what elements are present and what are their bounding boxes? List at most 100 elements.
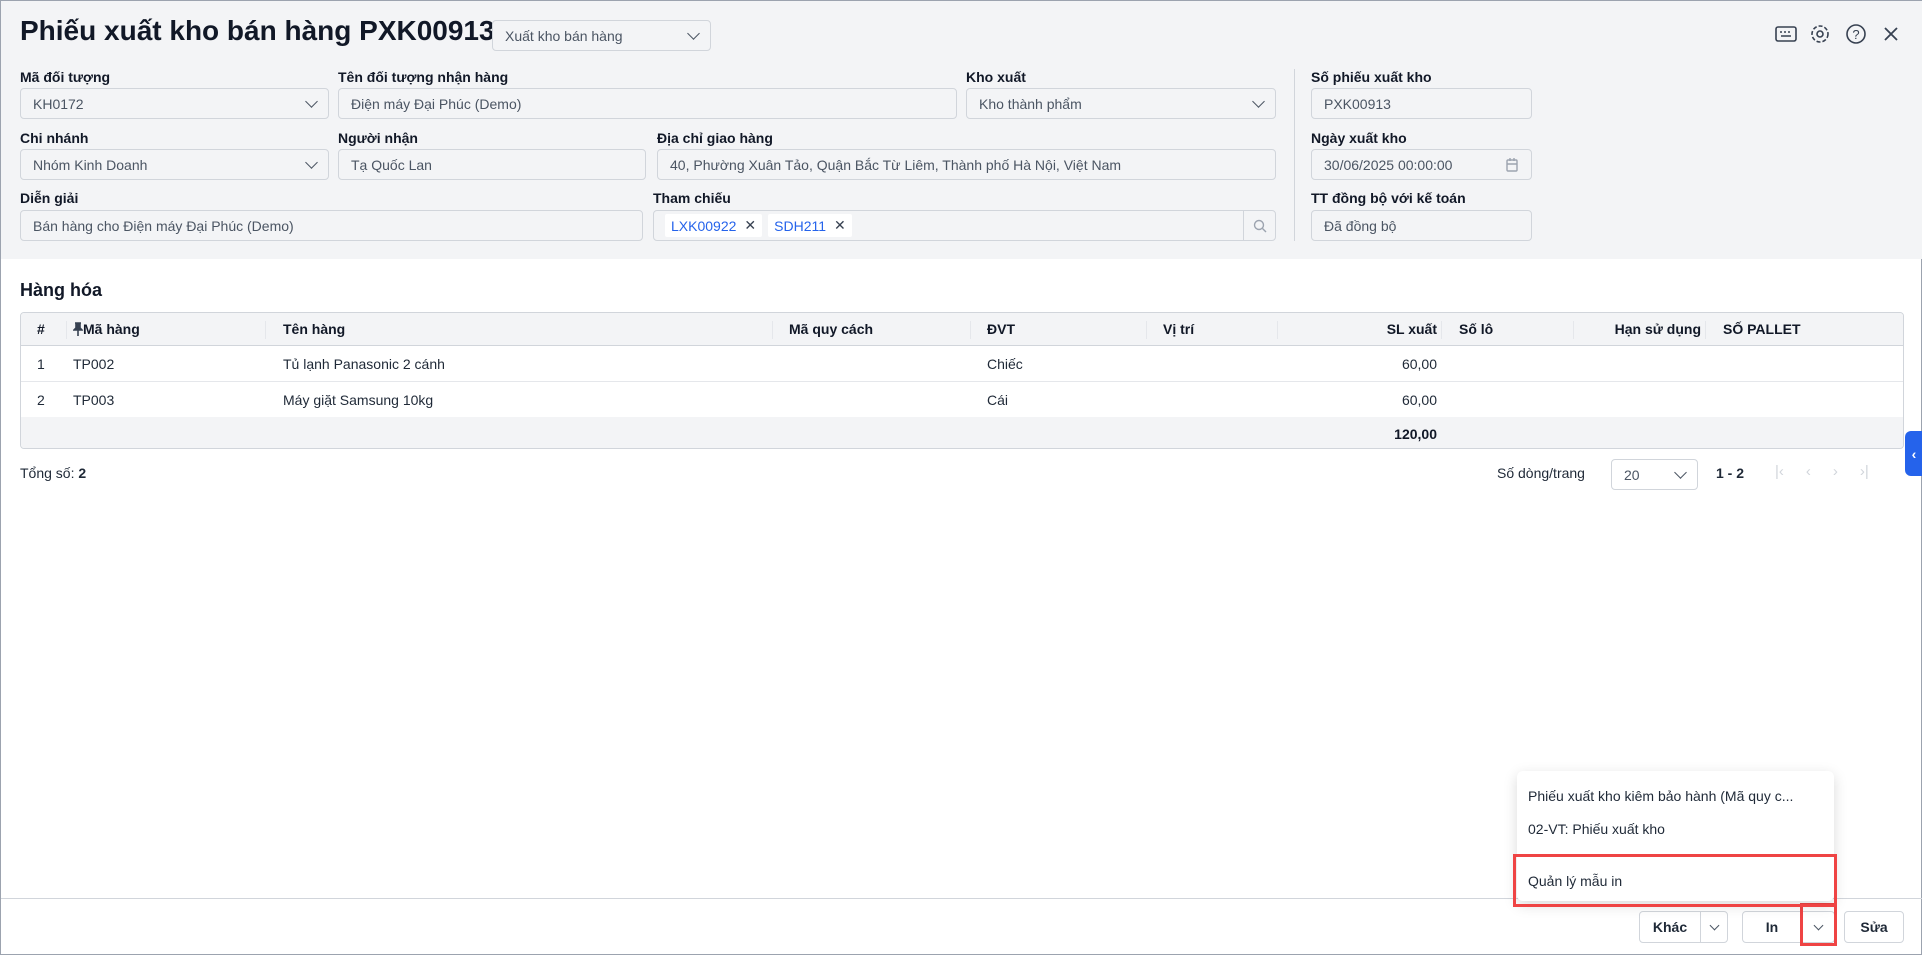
- chevron-down-icon: [305, 94, 318, 108]
- menu-item-manage-templates[interactable]: Quản lý mẫu in: [1528, 873, 1623, 889]
- reference-tag[interactable]: LXK00922 ✕: [665, 214, 763, 237]
- label-ngay-xuat: Ngày xuất kho: [1311, 130, 1407, 146]
- chevron-down-icon: [1709, 920, 1719, 930]
- cell-no: 2: [37, 391, 45, 408]
- label-so-phieu: Số phiếu xuất kho: [1311, 69, 1432, 85]
- label-tt-dong-bo: TT đồng bộ với kế toán: [1311, 190, 1466, 206]
- khac-button[interactable]: Khác: [1639, 911, 1701, 943]
- total-count-value: 2: [78, 465, 87, 481]
- voucher-type-select[interactable]: Xuất kho bán hàng: [492, 20, 711, 51]
- divider: [1294, 69, 1295, 241]
- tt-dong-bo-field[interactable]: Đã đồng bộ: [1311, 210, 1532, 241]
- dia-chi-field[interactable]: 40, Phường Xuân Tảo, Quận Bắc Từ Liêm, T…: [657, 149, 1276, 180]
- search-icon: [1253, 219, 1266, 232]
- table-total-row: 120,00: [21, 417, 1903, 448]
- label-ten-doi-tuong: Tên đối tượng nhận hàng: [338, 69, 509, 85]
- col-header-spec: Mã quy cách: [789, 321, 874, 337]
- footer-divider: [1, 898, 1922, 899]
- so-phieu-field[interactable]: PXK00913: [1311, 88, 1532, 119]
- menu-item-02vt[interactable]: 02-VT: Phiếu xuất kho: [1528, 821, 1665, 837]
- cell-no: 1: [37, 355, 45, 372]
- total-count: Tổng số: 2: [20, 465, 86, 481]
- reference-tag-label: SDH211: [774, 217, 827, 234]
- first-page-icon[interactable]: |‹: [1775, 463, 1784, 480]
- label-tham-chieu: Tham chiếu: [653, 190, 731, 206]
- page-size-value: 20: [1624, 466, 1640, 483]
- ten-doi-tuong-field[interactable]: Điện máy Đại Phúc (Demo): [338, 88, 957, 119]
- col-header-code-label: Mã hàng: [83, 321, 140, 337]
- col-header-lot: Số lô: [1459, 321, 1494, 337]
- pagination: |‹ ‹ › ›|: [1775, 463, 1869, 480]
- kho-xuat-value: Kho thành phẩm: [979, 95, 1082, 112]
- label-nguoi-nhan: Người nhận: [338, 130, 418, 146]
- nguoi-nhan-field[interactable]: Tạ Quốc Lan: [338, 149, 646, 180]
- ngay-xuat-value: 30/06/2025 00:00:00: [1324, 156, 1453, 173]
- side-panel-toggle[interactable]: ‹: [1905, 431, 1922, 476]
- col-header-no: #: [37, 321, 45, 337]
- label-ma-doi-tuong: Mã đối tượng: [20, 69, 111, 85]
- chi-nhanh-select[interactable]: Nhóm Kinh Doanh: [20, 149, 329, 180]
- remove-tag-icon[interactable]: ✕: [744, 217, 757, 233]
- chevron-down-icon: [305, 155, 318, 169]
- reference-tag[interactable]: SDH211 ✕: [768, 214, 852, 237]
- print-template-menu: Phiếu xuất kho kiêm bảo hành (Mã quy c..…: [1517, 771, 1834, 901]
- col-header-name: Tên hàng: [283, 321, 346, 337]
- cell-code: TP002: [73, 355, 115, 372]
- ma-doi-tuong-select[interactable]: KH0172: [20, 88, 329, 119]
- label-dia-chi: Địa chỉ giao hàng: [657, 130, 773, 146]
- page-title: Phiếu xuất kho bán hàng PXK00913: [20, 15, 495, 46]
- label-kho-xuat: Kho xuất: [966, 69, 1026, 85]
- menu-item-warranty[interactable]: Phiếu xuất kho kiêm bảo hành (Mã quy c..…: [1528, 788, 1794, 804]
- cell-name: Máy giặt Samsung 10kg: [283, 391, 434, 408]
- voucher-type-value: Xuất kho bán hàng: [505, 27, 623, 44]
- page-size-select[interactable]: 20: [1611, 459, 1698, 490]
- goods-section-title: Hàng hóa: [20, 280, 103, 300]
- total-qty: 120,00: [1394, 425, 1437, 442]
- remove-tag-icon[interactable]: ✕: [834, 217, 846, 233]
- highlight-box: [1800, 903, 1837, 946]
- page-range: 1 - 2: [1716, 465, 1745, 481]
- keyboard-icon[interactable]: [1775, 24, 1797, 44]
- dien-giai-field[interactable]: Bán hàng cho Điện máy Đại Phúc (Demo): [20, 210, 643, 241]
- tham-chieu-field[interactable]: LXK00922 ✕ SDH211 ✕: [653, 210, 1276, 241]
- ma-doi-tuong-value: KH0172: [33, 95, 84, 112]
- table-row[interactable]: 2 TP003 Máy giặt Samsung 10kg Cái 60,00: [21, 382, 1903, 417]
- goods-table: # Mã hàng Tên hàng Mã quy cách ĐVT Vị tr…: [20, 312, 1904, 449]
- total-count-label: Tổng số:: [20, 465, 75, 481]
- col-header-location: Vị trí: [1163, 321, 1195, 337]
- cell-unit: Cái: [987, 391, 1009, 408]
- edit-button[interactable]: Sửa: [1844, 911, 1904, 943]
- gear-icon[interactable]: [1809, 23, 1831, 45]
- chi-nhanh-value: Nhóm Kinh Doanh: [33, 156, 148, 173]
- table-header: # Mã hàng Tên hàng Mã quy cách ĐVT Vị tr…: [21, 313, 1903, 346]
- help-icon[interactable]: ?: [1845, 23, 1867, 45]
- cell-code: TP003: [73, 391, 115, 408]
- next-page-icon[interactable]: ›: [1832, 463, 1838, 480]
- col-header-expiry: Hạn sử dụng: [1614, 321, 1701, 337]
- chevron-down-icon: [687, 26, 700, 40]
- col-header-pallet: SỐ PALLET: [1723, 321, 1801, 337]
- pin-icon[interactable]: [73, 322, 83, 336]
- chevron-left-icon: ‹: [1911, 445, 1917, 462]
- highlight-box: [1513, 854, 1837, 907]
- cell-name: Tủ lạnh Panasonic 2 cánh: [283, 355, 445, 372]
- search-button[interactable]: [1243, 211, 1275, 240]
- cell-qty: 60,00: [1401, 355, 1437, 372]
- cell-qty: 60,00: [1401, 391, 1437, 408]
- table-row[interactable]: 1 TP002 Tủ lạnh Panasonic 2 cánh Chiếc 6…: [21, 346, 1903, 382]
- label-dien-giai: Diễn giải: [20, 190, 79, 206]
- page-size-label: Số dòng/trang: [1497, 465, 1585, 481]
- last-page-icon[interactable]: ›|: [1859, 463, 1869, 480]
- prev-page-icon[interactable]: ‹: [1805, 463, 1811, 480]
- close-icon[interactable]: [1881, 24, 1901, 44]
- khac-dropdown-button[interactable]: [1700, 911, 1728, 943]
- calendar-icon[interactable]: [1505, 157, 1519, 172]
- ngay-xuat-field[interactable]: 30/06/2025 00:00:00: [1311, 149, 1532, 180]
- col-header-qty: SL xuất: [1386, 321, 1437, 337]
- chevron-down-icon: [1674, 465, 1687, 479]
- col-header-unit: ĐVT: [987, 321, 1015, 337]
- cell-unit: Chiếc: [987, 355, 1023, 372]
- label-chi-nhanh: Chi nhánh: [20, 130, 89, 146]
- kho-xuat-select[interactable]: Kho thành phẩm: [966, 88, 1276, 119]
- print-button[interactable]: In: [1742, 911, 1802, 943]
